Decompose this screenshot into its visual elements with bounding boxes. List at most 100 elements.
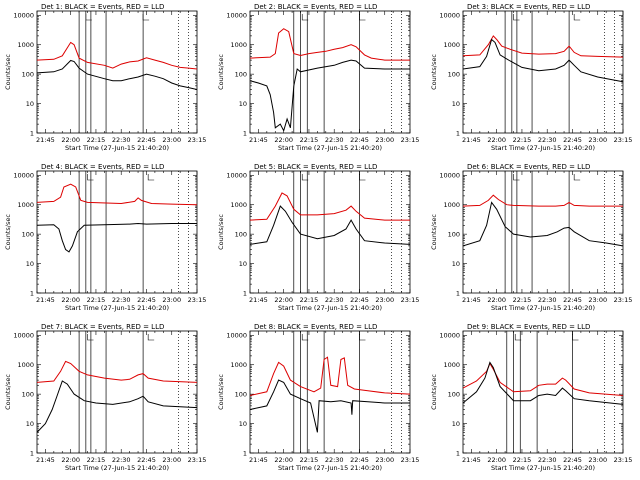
panel-title: Det 1: BLACK = Events, RED = LLD — [41, 3, 164, 11]
y-tick-label: 100 — [22, 70, 34, 78]
y-tick-label: 10000 — [439, 172, 460, 180]
plot-frame — [36, 330, 198, 454]
x-axis-label: Start Time (27-Jun-15 21:40:20) — [65, 144, 169, 152]
y-axis-label: Counts/sec — [217, 214, 225, 250]
y-tick-label: 1 — [243, 449, 247, 457]
panel-title: Det 5: BLACK = Events, RED = LLD — [254, 163, 377, 171]
lld-series-line — [37, 183, 197, 206]
lld-series-line — [37, 360, 197, 383]
x-tick-label: 22:15 — [300, 296, 319, 304]
panel-title: Det 7: BLACK = Events, RED = LLD — [41, 323, 164, 331]
x-axis-label: Start Time (27-Jun-15 21:40:20) — [278, 304, 382, 312]
x-tick-label: 23:00 — [162, 296, 181, 304]
y-tick-label: 10000 — [439, 12, 460, 20]
plot-frame — [249, 330, 411, 454]
y-tick-label: 1 — [30, 449, 34, 457]
bracket-marker — [572, 334, 579, 341]
x-tick-label: 22:00 — [61, 136, 80, 144]
x-tick-label: 23:00 — [162, 136, 181, 144]
det-panel: Det 7: BLACK = Events, RED = LLD 1 10 100 10… — [4, 323, 206, 472]
x-tick-label: 22:30 — [538, 136, 557, 144]
lld-series-line — [250, 28, 410, 61]
y-tick-label: 10000 — [13, 172, 34, 180]
bracket-marker — [85, 14, 92, 21]
x-tick-label: 23:00 — [162, 456, 181, 464]
y-tick-label: 10 — [239, 100, 247, 108]
lld-series-line — [250, 192, 410, 221]
x-tick-label: 23:15 — [188, 136, 207, 144]
bracket-marker — [301, 334, 309, 341]
x-tick-label: 22:30 — [112, 136, 131, 144]
x-tick-label: 23:00 — [375, 456, 394, 464]
x-tick-label: 22:30 — [325, 456, 344, 464]
x-tick-label: 22:45 — [350, 136, 369, 144]
plot-frame — [462, 10, 624, 134]
panel-title: Det 9: BLACK = Events, RED = LLD — [467, 323, 590, 331]
x-tick-label: 22:15 — [87, 136, 106, 144]
x-tick-label: 23:00 — [375, 136, 394, 144]
bracket-marker — [301, 174, 309, 181]
x-tick-label: 23:15 — [188, 456, 207, 464]
bracket-marker — [573, 14, 581, 21]
x-tick-label: 23:00 — [588, 456, 607, 464]
plot-frame — [249, 10, 411, 134]
x-axis-label: Start Time (27-Jun-15 21:40:20) — [65, 304, 169, 312]
x-tick-label: 22:00 — [274, 456, 293, 464]
y-tick-label: 100 — [22, 390, 34, 398]
x-tick-label: 21:45 — [36, 296, 55, 304]
events-series-line — [463, 361, 623, 405]
x-tick-label: 22:15 — [513, 456, 532, 464]
x-tick-label: 21:45 — [462, 456, 481, 464]
bracket-marker — [359, 174, 366, 181]
det-panel: Det 2: BLACK = Events, RED = LLD 1 10 100 10… — [217, 3, 419, 152]
events-series-line — [463, 201, 623, 247]
plot-frame — [36, 10, 198, 134]
y-axis-label: Counts/sec — [4, 214, 12, 250]
x-tick-label: 23:00 — [375, 296, 394, 304]
lld-series-line — [463, 362, 623, 396]
x-tick-label: 22:15 — [513, 136, 532, 144]
panel-title: Det 8: BLACK = Events, RED = LLD — [254, 323, 377, 331]
bracket-marker — [301, 14, 309, 21]
plot-frame — [462, 330, 624, 454]
det-panel: Det 8: BLACK = Events, RED = LLD 1 10 100 10… — [217, 323, 419, 472]
x-tick-label: 22:00 — [61, 296, 80, 304]
y-tick-label: 10 — [239, 260, 247, 268]
events-series-line — [250, 59, 410, 133]
x-axis-label: Start Time (27-Jun-15 21:40:20) — [491, 144, 595, 152]
y-tick-label: 100 — [235, 390, 247, 398]
x-tick-label: 22:00 — [487, 296, 506, 304]
y-tick-label: 1000 — [17, 361, 34, 369]
panel-title: Det 4: BLACK = Events, RED = LLD — [41, 163, 164, 171]
x-tick-label: 22:00 — [61, 456, 80, 464]
y-tick-label: 10000 — [13, 12, 34, 20]
det-panel: Det 5: BLACK = Events, RED = LLD 1 10 100 10… — [217, 163, 419, 312]
x-tick-label: 22:15 — [300, 136, 319, 144]
y-tick-label: 10000 — [439, 332, 460, 340]
x-tick-label: 22:45 — [563, 296, 582, 304]
lld-series-line — [463, 194, 623, 207]
x-tick-label: 22:30 — [112, 296, 131, 304]
y-tick-label: 1000 — [443, 361, 460, 369]
y-tick-label: 10 — [26, 100, 34, 108]
events-series-line — [250, 205, 410, 245]
x-tick-label: 22:45 — [137, 136, 156, 144]
bracket-marker — [147, 334, 155, 341]
y-axis-label: Counts/sec — [4, 54, 12, 90]
x-tick-label: 23:15 — [614, 456, 633, 464]
det-panel: Det 1: BLACK = Events, RED = LLD 1 10 100 10… — [4, 3, 206, 152]
y-tick-label: 1000 — [443, 201, 460, 209]
y-tick-label: 1 — [30, 289, 34, 297]
x-tick-label: 23:15 — [401, 456, 420, 464]
bracket-marker — [514, 334, 522, 341]
y-tick-label: 100 — [22, 230, 34, 238]
x-tick-label: 22:00 — [487, 136, 506, 144]
events-series-line — [463, 38, 623, 83]
x-tick-label: 23:15 — [614, 136, 633, 144]
bracket-marker — [147, 174, 155, 181]
x-tick-label: 23:00 — [588, 296, 607, 304]
det-panel: Det 3: BLACK = Events, RED = LLD 1 10 100 10… — [430, 3, 632, 152]
x-tick-label: 21:45 — [36, 456, 55, 464]
x-tick-label: 21:45 — [462, 296, 481, 304]
x-tick-label: 22:45 — [563, 456, 582, 464]
